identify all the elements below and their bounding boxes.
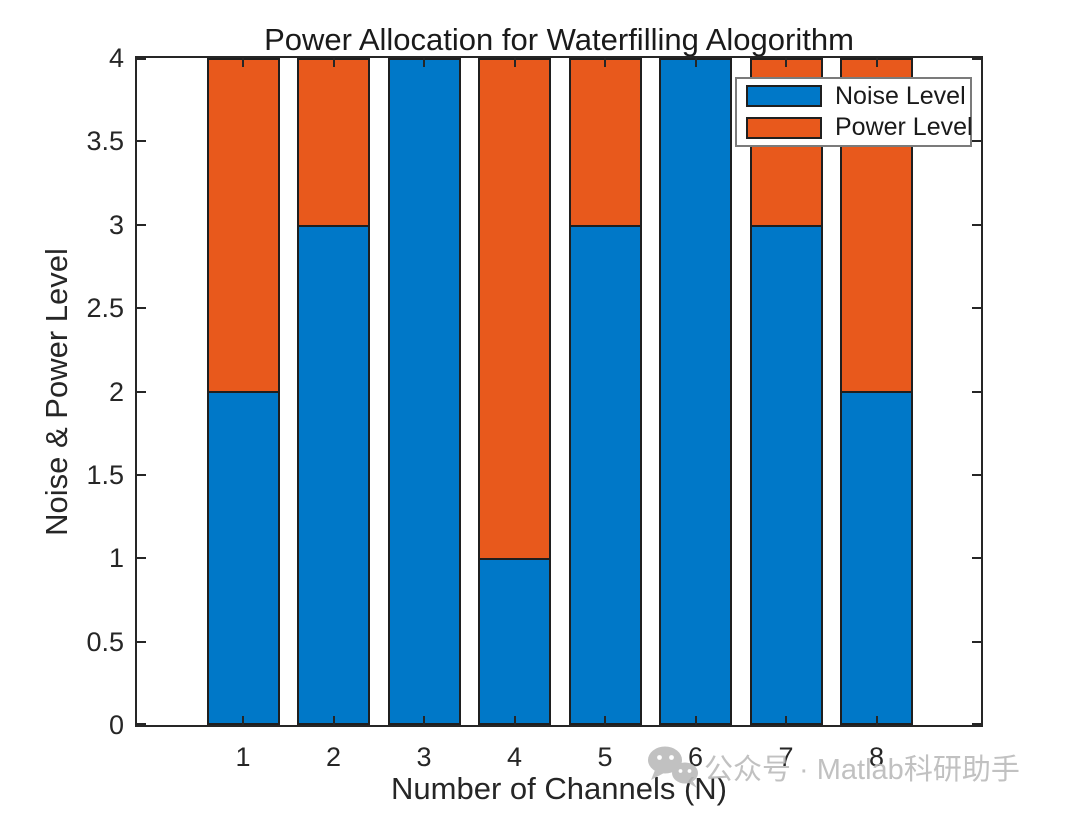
x-tick-bottom-7 xyxy=(785,716,787,725)
wechat-icon xyxy=(645,744,701,790)
x-tick-label-4: 4 xyxy=(506,742,523,772)
noise-bar-segment-2 xyxy=(297,225,370,725)
y-tick-label-4: 4 xyxy=(108,43,124,73)
noise-bar-segment-4 xyxy=(478,558,551,725)
y-tick-left-0.5 xyxy=(137,640,146,643)
x-tick-top-7 xyxy=(785,58,787,67)
y-tick-label-0: 0 xyxy=(108,710,124,740)
legend-row-noise: Noise Level xyxy=(746,82,970,111)
x-tick-bottom-8 xyxy=(875,716,878,725)
x-tick-label-3: 3 xyxy=(416,742,432,772)
x-tick-top-5 xyxy=(604,58,606,67)
x-tick-top-2 xyxy=(332,58,335,67)
x-tick-top-3 xyxy=(423,58,425,67)
x-tick-bottom-4 xyxy=(513,716,516,725)
x-axis-label: Number of Channels (N) xyxy=(391,771,727,806)
legend-row-power: Power Level xyxy=(746,113,973,142)
x-tick-top-4 xyxy=(513,58,516,67)
x-tick-top-8 xyxy=(875,58,878,67)
noise-bar-segment-8 xyxy=(840,391,913,725)
y-tick-left-3 xyxy=(137,223,146,226)
y-tick-label-1.5: 1.5 xyxy=(86,459,124,490)
plot-area xyxy=(135,56,983,727)
y-tick-right-3 xyxy=(972,223,981,226)
y-tick-label-0.5: 0.5 xyxy=(86,626,124,657)
x-tick-top-6 xyxy=(694,58,697,67)
x-tick-bottom-2 xyxy=(332,716,335,725)
y-tick-left-2 xyxy=(137,390,146,393)
x-tick-label-8: 8 xyxy=(868,742,885,772)
power-bar-segment-4 xyxy=(478,58,551,560)
x-tick-label-2: 2 xyxy=(325,742,342,772)
legend-swatch-noise xyxy=(746,85,822,108)
x-tick-bottom-5 xyxy=(604,716,606,725)
power-bar-segment-5 xyxy=(568,58,642,227)
y-tick-left-3.5 xyxy=(137,140,146,143)
power-bar-segment-2 xyxy=(297,58,370,227)
y-tick-left-2.5 xyxy=(137,307,146,310)
noise-bar-segment-5 xyxy=(568,225,642,725)
legend: Noise Level Power Level xyxy=(735,77,973,147)
power-bar-segment-1 xyxy=(206,58,280,393)
y-tick-right-0.5 xyxy=(972,640,981,643)
y-tick-label-2.5: 2.5 xyxy=(86,293,124,324)
y-tick-label-3.5: 3.5 xyxy=(86,126,124,157)
y-tick-left-0 xyxy=(137,723,146,725)
y-tick-right-2.5 xyxy=(972,307,981,310)
noise-bar-segment-1 xyxy=(206,391,280,725)
x-tick-bottom-6 xyxy=(694,716,697,725)
x-tick-label-7: 7 xyxy=(778,742,794,772)
y-tick-left-1.5 xyxy=(137,473,146,476)
noise-bar-segment-6 xyxy=(659,58,732,725)
noise-bar-segment-7 xyxy=(749,225,823,725)
y-tick-right-0 xyxy=(972,723,981,725)
y-tick-label-2: 2 xyxy=(108,376,124,407)
x-tick-bottom-1 xyxy=(242,716,244,725)
y-tick-left-1 xyxy=(137,557,146,560)
y-tick-right-1 xyxy=(972,557,981,560)
chart-title: Power Allocation for Waterfilling Alogor… xyxy=(264,22,854,57)
noise-bar-segment-3 xyxy=(387,58,461,725)
x-tick-label-1: 1 xyxy=(235,742,251,772)
x-tick-label-5: 5 xyxy=(597,742,613,772)
x-tick-bottom-3 xyxy=(423,716,425,725)
y-tick-label-1: 1 xyxy=(108,543,124,574)
y-tick-right-3.5 xyxy=(972,140,981,143)
bars-layer xyxy=(137,58,981,725)
legend-label-power: Power Level xyxy=(835,113,973,142)
y-tick-right-2 xyxy=(972,390,981,393)
legend-label-noise: Noise Level xyxy=(835,81,966,110)
y-tick-left-4 xyxy=(137,58,146,60)
y-tick-label-3: 3 xyxy=(108,209,124,240)
y-tick-right-1.5 xyxy=(972,473,981,476)
legend-swatch-power xyxy=(746,116,822,139)
y-tick-right-4 xyxy=(972,58,981,60)
watermark-text: 公众号 · Matlab科研助手 xyxy=(704,754,1020,786)
watermark: 公众号 · Matlab科研助手 xyxy=(645,744,1020,790)
x-tick-top-1 xyxy=(242,58,244,67)
